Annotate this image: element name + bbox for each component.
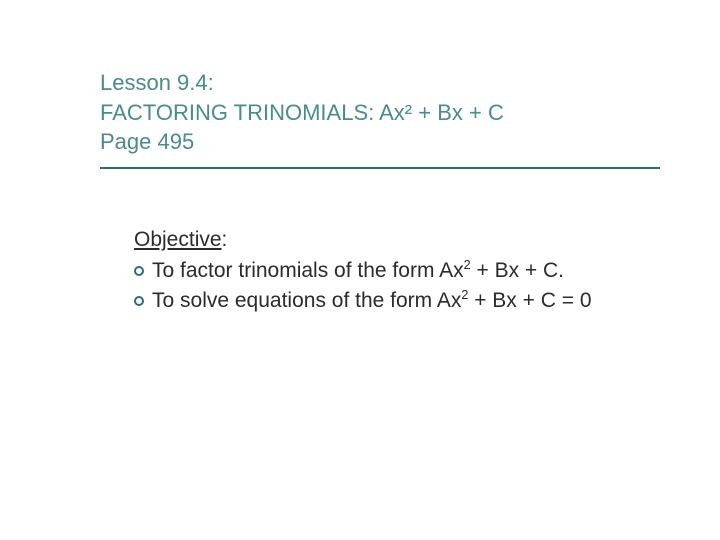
text-post: + Bx + C. <box>471 259 564 282</box>
slide-title: Lesson 9.4: FACTORING TRINOMIALS: Ax² + … <box>100 68 660 169</box>
objective-colon: : <box>222 228 228 251</box>
text-pre: To factor trinomials of the form Ax <box>152 259 464 282</box>
objective-heading: Objective: <box>134 225 660 255</box>
title-line-1: Lesson 9.4: <box>100 68 660 98</box>
title-line-3: Page 495 <box>100 127 660 157</box>
text-post: + Bx + C = 0 <box>468 289 591 312</box>
slide: Lesson 9.4: FACTORING TRINOMIALS: Ax² + … <box>0 0 720 540</box>
list-item-text: To solve equations of the form Ax2 + Bx … <box>152 286 660 316</box>
text-pre: To solve equations of the form Ax <box>152 289 461 312</box>
objective-label: Objective <box>134 228 222 251</box>
superscript: 2 <box>464 258 471 272</box>
list-item-text: To factor trinomials of the form Ax2 + B… <box>152 256 660 286</box>
slide-body: Objective: To factor trinomials of the f… <box>100 225 660 316</box>
list-item: To solve equations of the form Ax2 + Bx … <box>134 286 660 316</box>
bullet-icon <box>134 266 144 276</box>
list-item: To factor trinomials of the form Ax2 + B… <box>134 256 660 286</box>
title-line-2: FACTORING TRINOMIALS: Ax² + Bx + C <box>100 98 660 128</box>
bullet-icon <box>134 296 144 306</box>
